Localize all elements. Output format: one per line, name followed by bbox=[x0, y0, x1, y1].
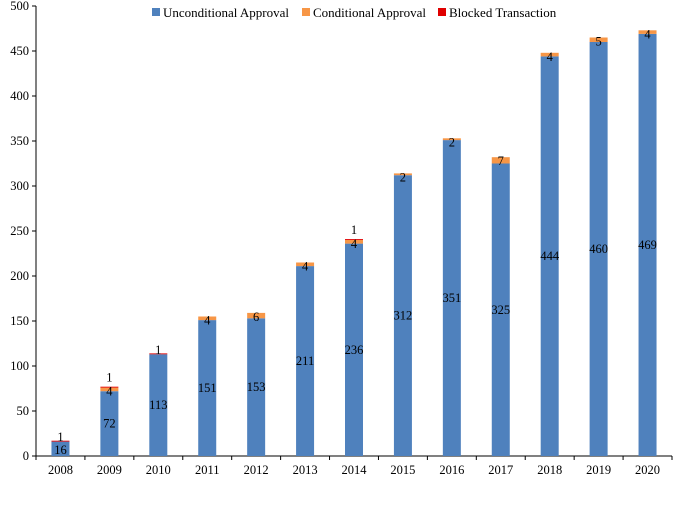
data-label-conditional: 4 bbox=[106, 385, 113, 399]
x-tick-label: 2019 bbox=[586, 463, 611, 477]
bar-blocked-transaction bbox=[100, 386, 119, 388]
legend-swatch bbox=[152, 8, 160, 16]
legend-swatch bbox=[438, 8, 446, 16]
x-tick-label: 2008 bbox=[48, 463, 73, 477]
x-tick-label: 2020 bbox=[635, 463, 660, 477]
data-label-unconditional: 351 bbox=[442, 291, 461, 305]
x-tick-label: 2009 bbox=[97, 463, 122, 477]
data-label-unconditional: 151 bbox=[198, 381, 217, 395]
y-tick-label: 200 bbox=[10, 269, 29, 283]
y-tick-label: 50 bbox=[17, 404, 30, 418]
data-label-unconditional: 444 bbox=[540, 249, 560, 263]
data-label-conditional: 4 bbox=[351, 237, 358, 251]
data-label-unconditional: 153 bbox=[247, 380, 266, 394]
data-label-conditional: 2 bbox=[400, 170, 406, 184]
x-tick-label: 2014 bbox=[342, 463, 368, 477]
bar-unconditional-approval bbox=[345, 243, 363, 456]
bar-conditional-approval bbox=[589, 37, 608, 42]
bar-unconditional-approval bbox=[100, 391, 119, 456]
y-tick-label: 250 bbox=[10, 224, 29, 238]
data-label-unconditional: 72 bbox=[103, 417, 116, 431]
bar-unconditional-approval bbox=[393, 175, 412, 456]
data-label-unconditional: 312 bbox=[394, 309, 413, 323]
bar-conditional-approval bbox=[540, 52, 559, 57]
bar-conditional-approval bbox=[247, 312, 266, 319]
bar-unconditional-approval bbox=[442, 140, 461, 456]
bar-conditional-approval bbox=[638, 30, 657, 34]
legend-label: Unconditional Approval bbox=[163, 5, 289, 20]
data-label-unconditional: 460 bbox=[589, 242, 608, 256]
data-label-conditional: 4 bbox=[644, 27, 651, 41]
legend-label: Blocked Transaction bbox=[449, 5, 557, 20]
data-label-conditional: 4 bbox=[547, 50, 554, 64]
data-label-conditional: 7 bbox=[498, 154, 504, 168]
bar-blocked-transaction bbox=[345, 239, 363, 240]
y-tick-label: 450 bbox=[10, 44, 29, 58]
y-tick-label: 150 bbox=[10, 314, 29, 328]
bar-conditional-approval bbox=[345, 240, 363, 244]
data-label-blocked: 1 bbox=[155, 343, 161, 357]
bar-unconditional-approval bbox=[247, 318, 266, 456]
bar-unconditional-approval bbox=[540, 56, 559, 457]
bar-conditional-approval bbox=[491, 157, 510, 164]
data-label-unconditional: 325 bbox=[491, 303, 510, 317]
x-tick-label: 2017 bbox=[488, 463, 513, 477]
data-label-conditional: 6 bbox=[253, 310, 259, 324]
data-label-unconditional: 236 bbox=[345, 343, 364, 357]
x-tick-label: 2016 bbox=[439, 463, 464, 477]
bar-conditional-approval bbox=[100, 387, 119, 392]
bar-unconditional-approval bbox=[149, 354, 168, 456]
bar-unconditional-approval bbox=[296, 266, 315, 456]
x-tick-label: 2013 bbox=[293, 463, 318, 477]
x-tick-label: 2018 bbox=[537, 463, 562, 477]
data-label-unconditional: 469 bbox=[638, 238, 657, 252]
bar-conditional-approval bbox=[442, 138, 461, 141]
bar-unconditional-approval bbox=[491, 163, 510, 456]
data-label-unconditional: 113 bbox=[149, 398, 167, 412]
legend-swatch bbox=[302, 8, 310, 16]
x-tick-label: 2012 bbox=[244, 463, 269, 477]
bar-conditional-approval bbox=[198, 316, 217, 321]
data-label-unconditional: 16 bbox=[54, 443, 67, 457]
bar-unconditional-approval bbox=[589, 42, 608, 456]
bar-unconditional-approval bbox=[638, 33, 657, 457]
x-tick-label: 2010 bbox=[146, 463, 171, 477]
data-label-blocked: 1 bbox=[57, 430, 63, 444]
bar-blocked-transaction bbox=[149, 353, 168, 355]
y-tick-label: 100 bbox=[10, 359, 29, 373]
data-label-conditional: 5 bbox=[595, 35, 601, 49]
legend-label: Conditional Approval bbox=[313, 5, 426, 20]
bar-conditional-approval bbox=[296, 262, 315, 267]
x-tick-label: 2015 bbox=[390, 463, 415, 477]
y-tick-label: 500 bbox=[10, 0, 29, 13]
bar-blocked-transaction bbox=[51, 440, 70, 442]
data-label-conditional: 2 bbox=[449, 135, 455, 149]
y-tick-label: 300 bbox=[10, 179, 29, 193]
data-label-blocked: 1 bbox=[351, 223, 357, 237]
y-tick-label: 400 bbox=[10, 89, 29, 103]
data-label-blocked: 1 bbox=[106, 371, 112, 385]
bar-unconditional-approval bbox=[51, 441, 70, 456]
y-tick-label: 0 bbox=[23, 449, 29, 463]
bar-conditional-approval bbox=[393, 173, 412, 176]
y-tick-label: 350 bbox=[10, 134, 29, 148]
data-label-conditional: 4 bbox=[204, 314, 211, 328]
data-label-unconditional: 211 bbox=[296, 354, 314, 368]
x-tick-label: 2011 bbox=[195, 463, 220, 477]
data-label-conditional: 4 bbox=[302, 260, 309, 274]
bar-unconditional-approval bbox=[198, 320, 217, 456]
